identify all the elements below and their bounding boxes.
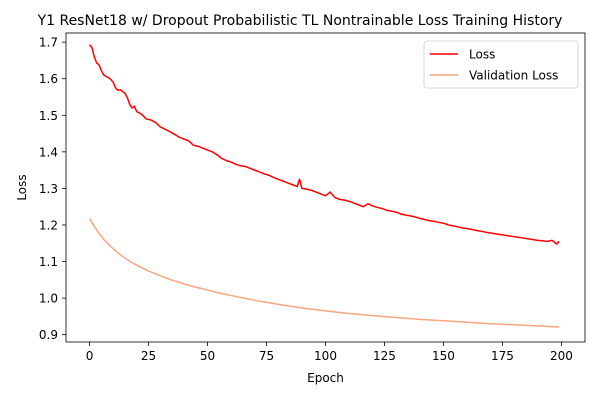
legend-label-loss: Loss: [469, 48, 495, 62]
y-tick-label: 0.9: [39, 328, 58, 342]
y-tick-label: 1.6: [39, 72, 58, 86]
x-tick-label: 50: [200, 349, 215, 363]
y-tick-label: 1.1: [39, 255, 58, 269]
y-tick-label: 1.5: [39, 109, 58, 123]
axis-ticks: 0 25 50 75 100 125 150 175 200 0.9 1.0 1.1 1.2 1.3 1.4…: [39, 36, 573, 363]
y-tick-label: 1.7: [39, 36, 58, 50]
plot-area: [88, 44, 560, 328]
legend-label-validation-loss: Validation Loss: [469, 69, 558, 83]
x-tick-label: 175: [491, 349, 514, 363]
y-tick-label: 1.4: [39, 145, 58, 159]
x-tick-label: 100: [314, 349, 337, 363]
x-tick-label: 200: [550, 349, 573, 363]
x-axis-label: Epoch: [307, 371, 344, 385]
x-tick-label: 125: [373, 349, 396, 363]
series-line-loss: [89, 44, 560, 245]
x-tick-label: 150: [432, 349, 455, 363]
chart-title: Y1 ResNet18 w/ Dropout Probabilistic TL …: [37, 13, 563, 29]
series-line-validation-loss: [88, 218, 560, 328]
legend-box: [423, 40, 579, 89]
y-tick-label: 1.2: [39, 218, 58, 232]
y-tick-label: 1.0: [39, 292, 58, 306]
y-axis-label: Loss: [15, 174, 29, 200]
x-tick-label: 0: [86, 349, 94, 363]
y-tick-label: 1.3: [39, 182, 58, 196]
x-tick-label: 25: [141, 349, 156, 363]
x-tick-label: 75: [259, 349, 274, 363]
legend: Loss Validation Loss: [423, 40, 579, 89]
